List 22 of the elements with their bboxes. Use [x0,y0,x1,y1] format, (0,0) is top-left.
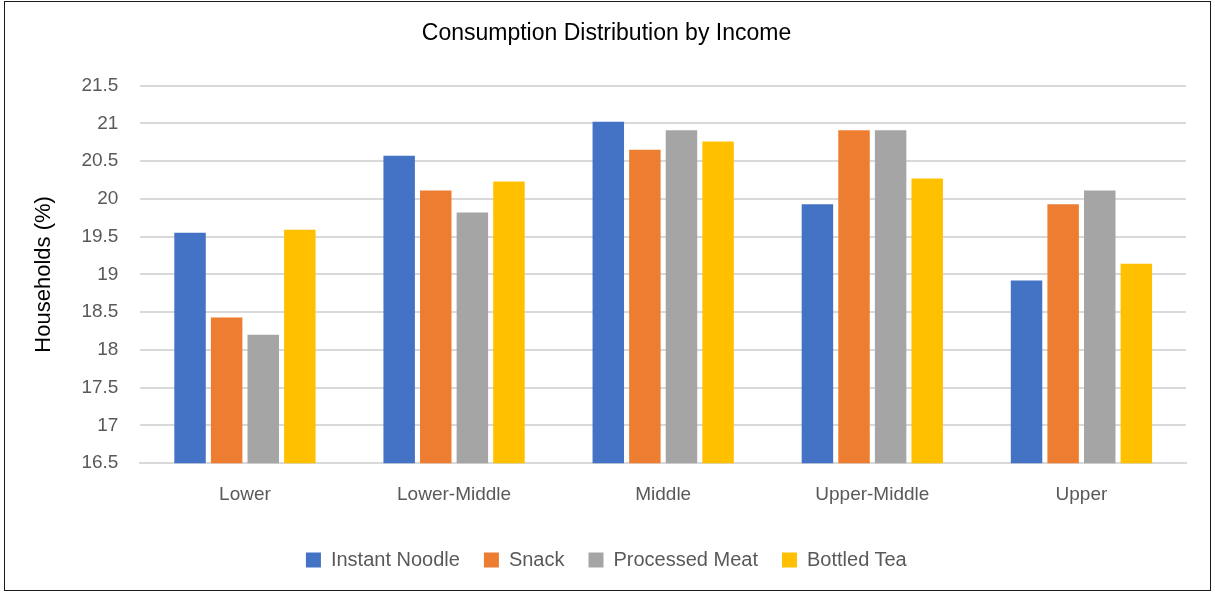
x-tick-label: Middle [635,482,692,504]
legend-label: Instant Noodle [330,547,460,570]
chart-title: Consumption Distribution by Income [421,19,792,46]
y-tick-label: 21.5 [81,73,119,95]
y-tick-label: 17.5 [81,375,119,397]
y-tick-label: 17 [97,413,119,435]
y-tick-label: 18 [97,338,119,360]
y-tick-label: 18.5 [81,300,119,322]
x-tick-label: Upper [1055,482,1108,504]
y-tick-label: 19.5 [81,224,119,246]
x-tick-label: Upper-Middle [815,482,930,504]
y-axis-title: Households (%) [30,196,56,353]
y-tick-label: 21 [97,111,119,133]
legend-label: Processed Meat [613,547,759,570]
x-tick-label: Lower [219,482,272,504]
x-tick-label: Lower-Middle [397,482,512,504]
legend-label: Snack [508,547,566,570]
y-tick-label: 16.5 [81,451,119,473]
y-tick-label: 20.5 [81,149,119,171]
y-tick-label: 20 [97,187,119,209]
y-tick-label: 19 [97,262,119,284]
legend-label: Bottled Tea [807,547,908,570]
